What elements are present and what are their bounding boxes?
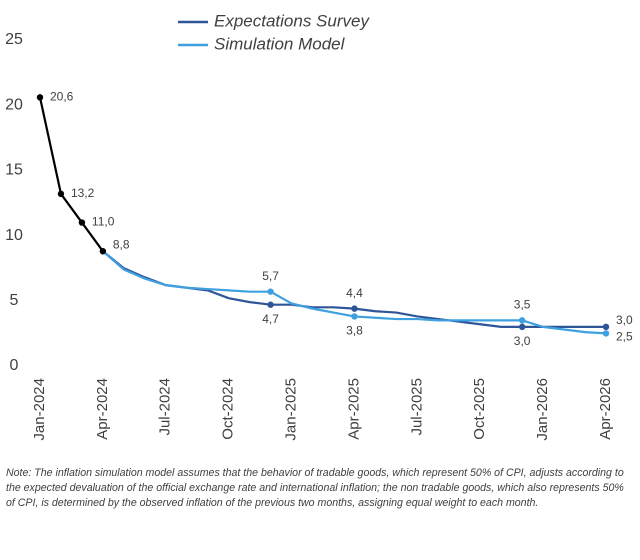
point-marker [57,190,65,198]
y-tick-label: 15 [5,162,23,179]
note: Note: The inflation simulation model ass… [6,467,624,509]
data-label: 8,8 [113,237,130,251]
data-label: 13,2 [71,186,95,200]
x-tick-label: Oct-2024 [220,378,237,440]
point-marker [351,313,358,320]
chart: 0 5 10 15 20 25 Jan-2024 Apr-2024 Jul-2024 Oct-20… [5,11,633,441]
data-label: 3,0 [514,334,531,348]
y-tick-label: 5 [10,292,19,309]
x-tick-label: Apr-2025 [345,378,362,440]
data-label: 3,5 [514,298,531,312]
data-label: 11,0 [92,215,115,229]
y-tick-label: 0 [10,357,19,374]
data-label: 4,7 [262,312,279,326]
y-tick-label: 25 [5,31,23,48]
series-line [38,97,104,252]
point-marker [36,94,44,101]
y-tick-label: 20 [5,96,23,113]
x-tick-label: Jan-2024 [31,378,48,441]
legend-label: Expectations Survey [214,11,370,30]
data-label: 4,4 [346,286,363,300]
data-label: 5,7 [262,269,279,283]
point-marker [602,323,610,331]
x-tick-label: Apr-2024 [94,378,111,440]
point-marker [602,330,610,337]
point-marker [99,248,107,255]
x-tick-label: Jul-2024 [157,378,174,436]
x-tick-label: Jan-2025 [283,378,300,441]
data-label: 2,5 [616,330,633,344]
point-marker [518,317,526,324]
data-label: 3,8 [346,324,363,338]
x-tick-label: Oct-2025 [471,378,488,440]
point-marker [518,323,526,331]
point-marker [351,305,358,312]
x-tick-label: Jul-2025 [408,378,425,436]
data-label: 3,0 [616,313,633,327]
legend-label: Simulation Model [214,34,346,53]
data-label: 20,6 [50,90,74,104]
y-tick-label: 10 [5,227,23,244]
point-marker [267,301,274,308]
x-tick-label: Apr-2026 [597,378,614,440]
point-marker [267,288,274,295]
point-marker [78,219,86,226]
x-tick-label: Jan-2026 [534,378,551,441]
